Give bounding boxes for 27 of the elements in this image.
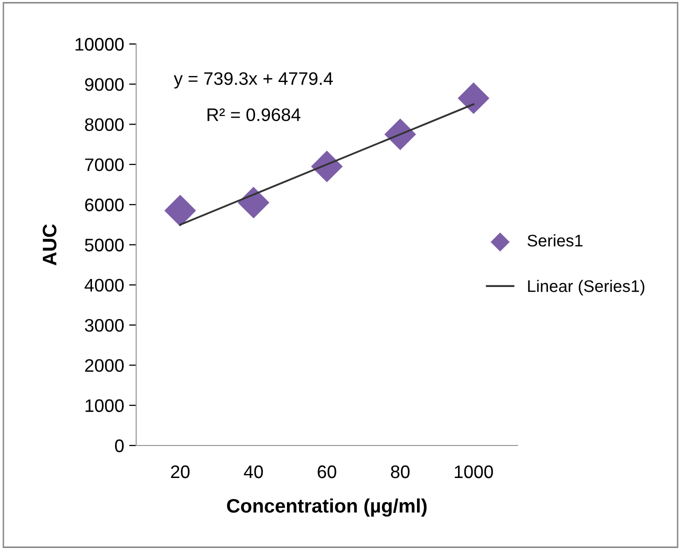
x-tick-label: 1000: [454, 465, 493, 478]
x-tick-label: 20: [171, 465, 190, 478]
y-tick-label: 0: [115, 439, 124, 452]
annotation: R² = 0.9684: [208, 108, 300, 122]
x-tick-label: 60: [318, 465, 336, 478]
annotation: y = 739.3x + 4779.4: [174, 72, 333, 89]
point: [458, 82, 490, 114]
legend-label: Series1: [528, 234, 582, 247]
y-tick-label: 8000: [85, 118, 124, 132]
y-tick-label: 5000: [84, 238, 124, 252]
point: [311, 150, 343, 182]
y-tick-label: 10000: [76, 38, 124, 51]
y-tick-label: 6000: [85, 198, 124, 212]
y-tick-label: 9000: [85, 78, 124, 91]
x-axis-title: Concentration (µg/ml): [227, 498, 427, 517]
point: [238, 186, 270, 218]
x-tick-label: 40: [244, 465, 263, 478]
y-tick-label: 3000: [84, 318, 124, 332]
point: [164, 194, 196, 226]
y-axis-title: AUC: [42, 224, 56, 266]
legend-label: Linear (Series1): [528, 280, 644, 296]
y-tick-label: 4000: [84, 278, 124, 292]
y-tick-label: 2000: [85, 359, 124, 372]
point: [384, 118, 416, 150]
x-tick-label: 80: [390, 465, 410, 478]
y-tick-label: 7000: [85, 158, 124, 172]
y-tick-label: 1000: [86, 399, 124, 412]
